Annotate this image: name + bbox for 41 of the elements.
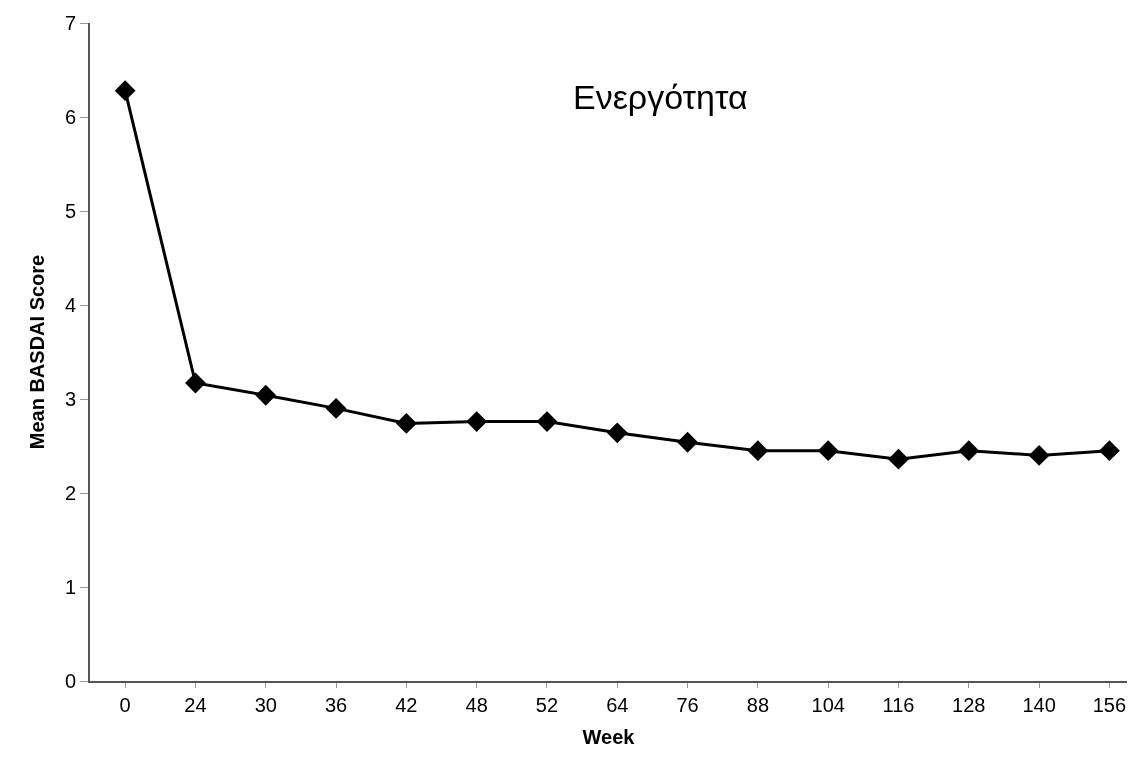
y-tick-label: 0 xyxy=(64,670,76,692)
x-axis-title: Week xyxy=(582,726,636,748)
point xyxy=(325,398,347,419)
x-tick-label: 48 xyxy=(465,694,488,716)
y-tick-label: 7 xyxy=(64,12,76,34)
annotation: Ενεργότητα xyxy=(573,78,748,116)
x-tick-label: 30 xyxy=(254,694,277,716)
point xyxy=(185,372,206,394)
x-tick-label: 104 xyxy=(811,694,845,716)
y-tick-label: 5 xyxy=(64,200,76,222)
point xyxy=(536,411,558,432)
point xyxy=(466,411,488,432)
x-tick-label: 128 xyxy=(952,694,986,716)
point xyxy=(1099,440,1120,462)
point xyxy=(606,422,628,444)
y-tick-label: 2 xyxy=(64,482,76,504)
point xyxy=(395,413,417,434)
x-tick-label: 24 xyxy=(184,694,207,716)
x-tick-label: 156 xyxy=(1092,694,1127,716)
x-tick-label: 64 xyxy=(606,694,629,716)
y-axis-title: Mean BASDAI Score xyxy=(25,254,48,450)
x-tick-label: 52 xyxy=(535,694,559,716)
y-tick-label: 6 xyxy=(64,106,76,128)
point xyxy=(888,448,909,470)
point xyxy=(677,431,698,453)
x-tick-label: 76 xyxy=(676,694,699,716)
x-tick-label: 0 xyxy=(119,694,131,716)
x-tick-label: 42 xyxy=(395,694,418,716)
y-tick-label: 1 xyxy=(64,576,76,598)
point xyxy=(1028,445,1050,466)
point xyxy=(114,80,136,102)
x-tick-label: 140 xyxy=(1022,694,1056,716)
point xyxy=(817,440,839,462)
y-tick-label: 4 xyxy=(64,294,76,316)
point xyxy=(958,440,980,462)
x-tick-label: 116 xyxy=(882,694,915,716)
x-tick-label: 88 xyxy=(746,694,770,716)
x-tick-label: 36 xyxy=(324,694,348,716)
y-tick-label: 3 xyxy=(64,388,76,410)
point xyxy=(747,440,769,462)
point xyxy=(255,384,277,406)
